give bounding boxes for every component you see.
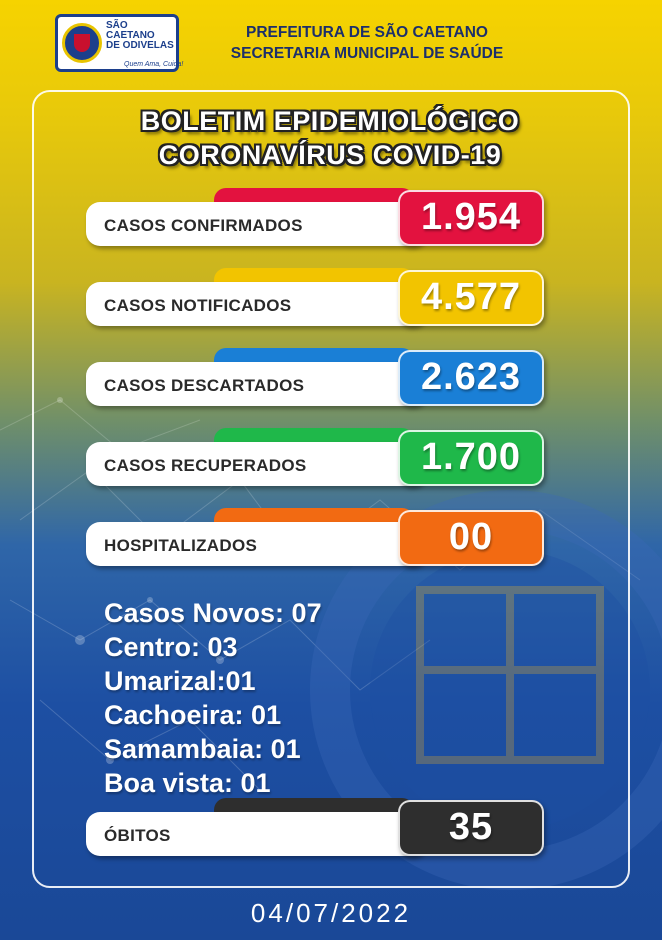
new-cases-centro: Centro: 03 (104, 632, 238, 662)
header-titles: PREFEITURA DE SÃO CAETANO SECRETARIA MUN… (197, 22, 537, 64)
logo-slogan: Quem Ama, Cuida! (124, 61, 184, 68)
stat-value-notified: 4.577 (420, 276, 522, 318)
stat-tab-hospitalized (214, 508, 414, 526)
new-cases-umarizal: Umarizal:01 (104, 666, 256, 696)
stat-label-pill-discarded: CASOS DESCARTADOS (86, 362, 426, 406)
stat-label-discarded: CASOS DESCARTADOS (104, 376, 305, 395)
stat-value-recovered: 1.700 (420, 436, 522, 478)
stat-label-notified: CASOS NOTIFICADOS (104, 296, 292, 315)
stat-tab-discarded (214, 348, 414, 366)
stat-value-box-discarded: 2.623 (398, 350, 544, 406)
stat-label-pill-recovered: CASOS RECUPERADOS (86, 442, 426, 486)
stat-tab-deaths (214, 798, 414, 816)
new-cases-boa-vista: Boa vista: 01 (104, 768, 271, 798)
stat-value-discarded: 2.623 (420, 356, 522, 398)
stat-label-pill-confirmed: CASOS CONFIRMADOS (86, 202, 426, 246)
stat-row-confirmed: CASOS CONFIRMADOS 1.954 (86, 188, 546, 254)
stat-value-box-notified: 4.577 (398, 270, 544, 326)
bulletin-title: BOLETIM EPIDEMIOLÓGICO CORONAVÍRUS COVID… (90, 104, 570, 172)
stat-value-box-confirmed: 1.954 (398, 190, 544, 246)
bulletin-title-line-2: CORONAVÍRUS COVID-19 (158, 140, 502, 170)
stat-row-notified: CASOS NOTIFICADOS 4.577 (86, 268, 546, 334)
stat-row-discarded: CASOS DESCARTADOS 2.623 (86, 348, 546, 414)
new-cases-samambaia: Samambaia: 01 (104, 734, 301, 764)
stat-label-deaths: ÓBITOS (104, 826, 171, 845)
stat-value-confirmed: 1.954 (420, 196, 522, 238)
stat-label-confirmed: CASOS CONFIRMADOS (104, 216, 303, 235)
stat-value-hospitalized: 00 (448, 516, 494, 558)
header-line-1: PREFEITURA DE SÃO CAETANO (246, 24, 488, 41)
stat-label-pill-deaths: ÓBITOS (86, 812, 426, 856)
stat-value-box-hospitalized: 00 (398, 510, 544, 566)
municipal-seal-icon (62, 23, 102, 63)
stat-tab-recovered (214, 428, 414, 446)
stat-row-recovered: CASOS RECUPERADOS 1.700 (86, 428, 546, 494)
bulletin-date: 04/07/2022 (250, 898, 412, 928)
stat-label-hospitalized: HOSPITALIZADOS (104, 536, 258, 555)
stat-value-box-recovered: 1.700 (398, 430, 544, 486)
logo-wordmark: SÃO CAETANO DE ODIVELAS (106, 20, 174, 51)
stat-value-deaths: 35 (448, 806, 494, 848)
stat-value-box-deaths: 35 (398, 800, 544, 856)
stat-row-deaths: ÓBITOS 35 (86, 798, 546, 864)
new-cases-cachoeira: Cachoeira: 01 (104, 700, 282, 730)
stat-row-hospitalized: HOSPITALIZADOS 00 (86, 508, 546, 574)
stat-label-pill-hospitalized: HOSPITALIZADOS (86, 522, 426, 566)
new-cases-list: Casos Novos: 07 Centro: 03 Umarizal:01 C… (104, 596, 322, 800)
stat-tab-notified (214, 268, 414, 286)
header-line-2: SECRETARIA MUNICIPAL DE SAÚDE (230, 45, 504, 62)
bulletin-title-line-1: BOLETIM EPIDEMIOLÓGICO (140, 106, 520, 136)
stat-tab-confirmed (214, 188, 414, 206)
header: SÃO CAETANO DE ODIVELAS Quem Ama, Cuida!… (55, 14, 615, 76)
content-panel-border (32, 90, 630, 888)
municipality-logo: SÃO CAETANO DE ODIVELAS Quem Ama, Cuida! (55, 14, 183, 72)
new-cases-total: Casos Novos: 07 (104, 598, 322, 628)
stat-label-pill-notified: CASOS NOTIFICADOS (86, 282, 426, 326)
stat-label-recovered: CASOS RECUPERADOS (104, 456, 307, 475)
